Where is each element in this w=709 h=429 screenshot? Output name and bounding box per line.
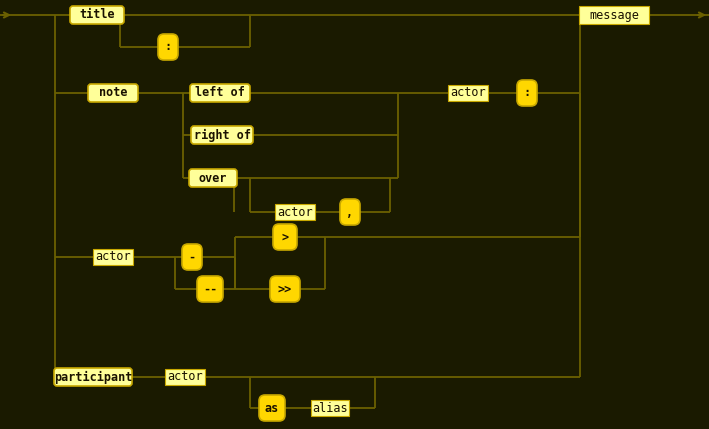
- Text: left of: left of: [195, 87, 245, 100]
- FancyBboxPatch shape: [275, 204, 315, 220]
- Text: actor: actor: [450, 87, 486, 100]
- FancyBboxPatch shape: [93, 249, 133, 265]
- Text: --: --: [203, 283, 217, 296]
- FancyBboxPatch shape: [182, 244, 202, 270]
- Text: ,: ,: [347, 205, 354, 218]
- FancyBboxPatch shape: [259, 395, 285, 421]
- Text: title: title: [79, 9, 115, 21]
- FancyBboxPatch shape: [197, 276, 223, 302]
- Text: participant: participant: [54, 371, 132, 384]
- Text: :: :: [164, 40, 172, 54]
- Text: note: note: [99, 87, 127, 100]
- FancyBboxPatch shape: [189, 169, 237, 187]
- FancyBboxPatch shape: [340, 199, 360, 225]
- FancyBboxPatch shape: [190, 84, 250, 102]
- FancyBboxPatch shape: [579, 6, 649, 24]
- FancyBboxPatch shape: [88, 84, 138, 102]
- FancyBboxPatch shape: [165, 369, 205, 385]
- FancyBboxPatch shape: [70, 6, 124, 24]
- FancyBboxPatch shape: [311, 400, 349, 416]
- Text: right of: right of: [194, 128, 250, 142]
- Text: >>: >>: [278, 283, 292, 296]
- FancyBboxPatch shape: [270, 276, 300, 302]
- FancyBboxPatch shape: [273, 224, 297, 250]
- FancyBboxPatch shape: [158, 34, 178, 60]
- Text: over: over: [199, 172, 228, 184]
- Text: message: message: [589, 9, 639, 21]
- FancyBboxPatch shape: [191, 126, 253, 144]
- FancyBboxPatch shape: [54, 368, 132, 386]
- Text: as: as: [265, 402, 279, 414]
- Text: alias: alias: [312, 402, 348, 414]
- Text: :: :: [523, 87, 530, 100]
- Text: >: >: [281, 230, 289, 244]
- Text: -: -: [189, 251, 196, 263]
- FancyBboxPatch shape: [448, 85, 488, 101]
- Text: actor: actor: [277, 205, 313, 218]
- FancyBboxPatch shape: [517, 80, 537, 106]
- Text: actor: actor: [95, 251, 131, 263]
- Text: actor: actor: [167, 371, 203, 384]
